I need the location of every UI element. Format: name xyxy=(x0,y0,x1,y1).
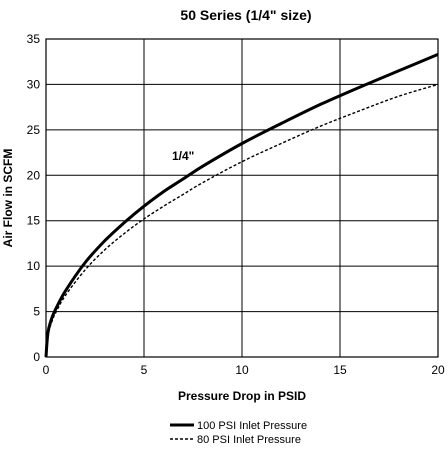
curve-annotation: 1/4" xyxy=(172,149,194,163)
y-tick-label: 30 xyxy=(27,77,41,91)
y-axis-label: Air Flow in SCFM xyxy=(1,149,15,248)
tick-labels: 0 5 10 15 20 0 5 10 15 20 25 30 35 xyxy=(27,32,445,377)
y-tick-label: 25 xyxy=(27,123,41,137)
y-tick-label: 35 xyxy=(27,32,41,46)
legend-label: 100 PSI Inlet Pressure xyxy=(197,420,307,432)
chart-title: 50 Series (1/4" size) xyxy=(180,7,311,23)
legend-label: 80 PSI Inlet Pressure xyxy=(197,434,301,446)
series-line-80-psi xyxy=(45,83,439,358)
x-axis-label: Pressure Drop in PSID xyxy=(178,389,306,403)
x-tick-label: 0 xyxy=(43,363,50,377)
x-tick-label: 5 xyxy=(141,363,148,377)
x-tick-label: 20 xyxy=(431,363,445,377)
grid xyxy=(45,38,439,358)
legend: 100 PSI Inlet Pressure 80 PSI Inlet Press… xyxy=(170,420,307,446)
y-tick-label: 15 xyxy=(27,214,41,228)
x-tick-label: 15 xyxy=(333,363,347,377)
series-lines xyxy=(44,53,439,358)
plot-frame xyxy=(45,38,439,358)
series-line-100-psi xyxy=(44,53,439,358)
x-tick-label: 10 xyxy=(235,363,249,377)
y-tick-label: 10 xyxy=(27,259,41,273)
y-tick-label: 20 xyxy=(27,168,41,182)
y-tick-label: 0 xyxy=(33,350,40,364)
y-tick-label: 5 xyxy=(33,305,40,319)
